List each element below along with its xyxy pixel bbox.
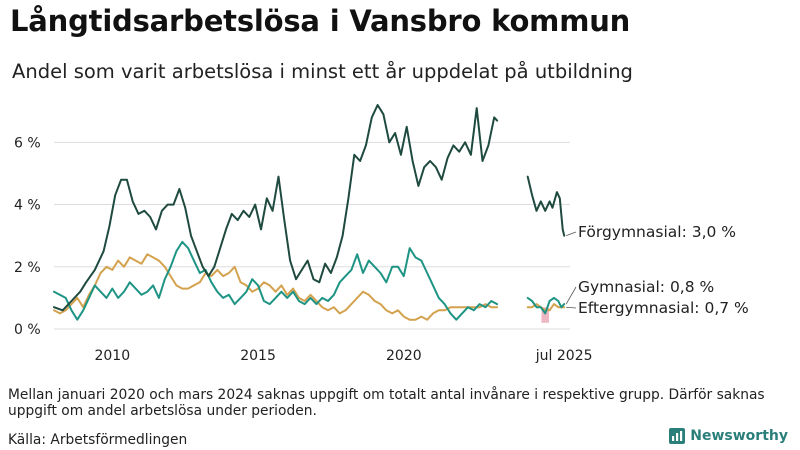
y-tick-label: 6 % xyxy=(14,135,41,151)
brand-name: Newsworthy xyxy=(690,428,788,444)
chart-subtitle: Andel som varit arbetslösa i minst ett å… xyxy=(12,60,633,83)
y-tick-label: 4 % xyxy=(14,198,41,214)
footnote: Mellan januari 2020 och mars 2024 saknas… xyxy=(8,387,765,419)
end-label-gymnasial: Gymnasial: 0,8 % xyxy=(578,278,714,296)
end-label-leader xyxy=(566,306,577,309)
end-label-leader xyxy=(565,286,577,305)
end-label-förgymnasial: Förgymnasial: 3,0 % xyxy=(578,223,736,241)
x-tick-label: 2010 xyxy=(94,348,130,364)
line-chart: 0 % 2 % 4 % 6 % 2010 2015 2020 jul 2025 Förgymna… xyxy=(14,104,749,364)
series-line-eftergymnasial xyxy=(53,253,499,321)
newsworthy-logo-icon xyxy=(669,428,686,444)
x-tick-label: 2020 xyxy=(386,348,422,364)
highlight-band xyxy=(541,307,550,323)
y-tick-label: 0 % xyxy=(14,322,41,338)
y-tick-label: 2 % xyxy=(14,260,41,276)
end-label-leader xyxy=(566,231,577,237)
x-tick-label: jul 2025 xyxy=(535,348,593,364)
brand-logo[interactable]: Newsworthy xyxy=(669,428,788,444)
series-line-förgymnasial xyxy=(526,175,566,237)
series-line-gymnasial xyxy=(526,296,566,315)
x-tick-label: 2015 xyxy=(240,348,276,364)
series-line-förgymnasial xyxy=(53,104,499,312)
series-line-gymnasial xyxy=(53,240,499,321)
chart-title: Långtidsarbetslösa i Vansbro kommun xyxy=(10,4,631,38)
end-label-eftergymnasial: Eftergymnasial: 0,7 % xyxy=(578,299,749,317)
source-text: Källa: Arbetsförmedlingen xyxy=(8,432,188,448)
